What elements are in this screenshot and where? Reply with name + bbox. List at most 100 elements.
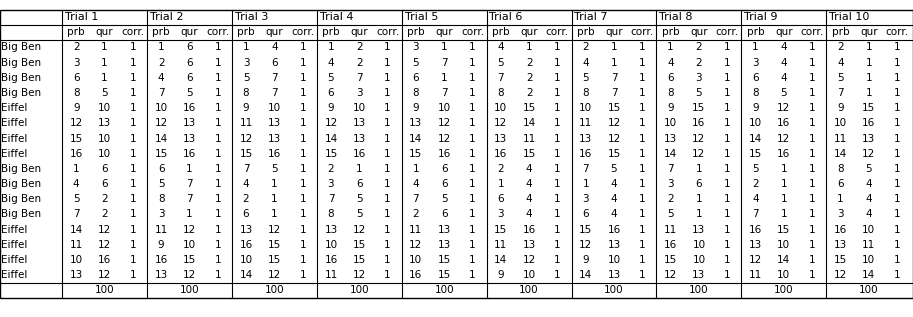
- Text: 14: 14: [154, 133, 168, 144]
- Text: 1: 1: [469, 225, 476, 235]
- Text: 6: 6: [243, 210, 249, 219]
- Text: Big Ben: Big Ben: [1, 73, 41, 83]
- Text: 2: 2: [101, 210, 108, 219]
- Text: 15: 15: [239, 149, 253, 159]
- Text: 6: 6: [582, 210, 589, 219]
- Text: 15: 15: [324, 149, 338, 159]
- Text: 1: 1: [667, 42, 674, 53]
- Text: 1: 1: [837, 194, 844, 204]
- Text: 11: 11: [862, 240, 876, 250]
- Text: 7: 7: [243, 164, 249, 174]
- Text: 1: 1: [554, 149, 561, 159]
- Text: 3: 3: [356, 88, 362, 98]
- Text: 1: 1: [582, 179, 589, 189]
- Text: 6: 6: [101, 164, 108, 174]
- Text: 2: 2: [526, 88, 532, 98]
- Text: 1: 1: [639, 225, 645, 235]
- Text: 16: 16: [494, 149, 508, 159]
- Text: 11: 11: [69, 240, 83, 250]
- Text: corr.: corr.: [206, 27, 229, 37]
- Text: 12: 12: [409, 240, 423, 250]
- Text: 15: 15: [268, 240, 281, 250]
- Text: Trial 3: Trial 3: [235, 12, 268, 22]
- Text: 12: 12: [862, 149, 876, 159]
- Text: 2: 2: [243, 194, 249, 204]
- Text: 1: 1: [384, 118, 391, 128]
- Text: 1: 1: [809, 270, 815, 280]
- Text: 1: 1: [809, 164, 815, 174]
- Text: 14: 14: [522, 118, 536, 128]
- Text: 4: 4: [667, 58, 674, 68]
- Text: 1: 1: [299, 179, 306, 189]
- Text: qur: qur: [775, 27, 792, 37]
- Text: 1: 1: [554, 194, 561, 204]
- Text: 100: 100: [774, 285, 793, 295]
- Text: 1: 1: [130, 58, 136, 68]
- Text: 1: 1: [554, 103, 561, 113]
- Text: 3: 3: [243, 58, 249, 68]
- Text: 5: 5: [611, 164, 617, 174]
- Text: 1: 1: [384, 133, 391, 144]
- Text: 12: 12: [664, 270, 677, 280]
- Text: 1: 1: [724, 73, 730, 83]
- Text: 1: 1: [894, 73, 900, 83]
- Text: 7: 7: [328, 194, 334, 204]
- Text: 15: 15: [352, 255, 366, 265]
- Text: 1: 1: [639, 194, 645, 204]
- Text: corr.: corr.: [376, 27, 399, 37]
- Text: 1: 1: [639, 73, 645, 83]
- Text: 11: 11: [324, 270, 338, 280]
- Text: 16: 16: [749, 225, 762, 235]
- Text: 100: 100: [95, 285, 114, 295]
- Text: 2: 2: [526, 73, 532, 83]
- Text: 10: 10: [98, 133, 111, 144]
- Text: 1: 1: [384, 179, 391, 189]
- Text: 1: 1: [781, 164, 787, 174]
- Text: 13: 13: [352, 133, 366, 144]
- Text: 9: 9: [328, 103, 334, 113]
- Text: 10: 10: [409, 255, 423, 265]
- Text: 1: 1: [130, 88, 136, 98]
- Text: 1: 1: [299, 73, 306, 83]
- Text: Eiffel: Eiffel: [1, 118, 27, 128]
- Text: 16: 16: [324, 255, 338, 265]
- Text: 6: 6: [837, 179, 844, 189]
- Text: 1: 1: [413, 164, 419, 174]
- Text: 1: 1: [101, 58, 108, 68]
- Text: 10: 10: [268, 103, 281, 113]
- Text: 1: 1: [696, 210, 702, 219]
- Text: 4: 4: [158, 73, 164, 83]
- Text: 7: 7: [441, 88, 447, 98]
- Text: 1: 1: [469, 164, 476, 174]
- Text: 15: 15: [494, 225, 508, 235]
- Text: 100: 100: [180, 285, 199, 295]
- Text: 2: 2: [837, 42, 844, 53]
- Text: 2: 2: [328, 164, 334, 174]
- Text: corr.: corr.: [461, 27, 484, 37]
- Text: 1: 1: [809, 73, 815, 83]
- Text: 1: 1: [215, 225, 221, 235]
- Text: 1: 1: [554, 270, 561, 280]
- Text: 13: 13: [862, 133, 876, 144]
- Text: 2: 2: [526, 58, 532, 68]
- Text: 6: 6: [101, 179, 108, 189]
- Text: 3: 3: [752, 58, 759, 68]
- Text: Trial 10: Trial 10: [829, 12, 869, 22]
- Text: 10: 10: [239, 255, 253, 265]
- Text: 1: 1: [469, 270, 476, 280]
- Text: 1: 1: [724, 42, 730, 53]
- Text: 12: 12: [494, 118, 508, 128]
- Text: 2: 2: [356, 58, 362, 68]
- Text: 1: 1: [554, 42, 561, 53]
- Text: 5: 5: [498, 58, 504, 68]
- Text: 3: 3: [837, 210, 844, 219]
- Text: 7: 7: [611, 73, 617, 83]
- Text: 1: 1: [894, 210, 900, 219]
- Text: 13: 13: [749, 240, 762, 250]
- Text: 1: 1: [639, 255, 645, 265]
- Text: 1: 1: [724, 164, 730, 174]
- Text: 8: 8: [667, 88, 674, 98]
- Text: 7: 7: [752, 210, 759, 219]
- Text: Big Ben: Big Ben: [1, 210, 41, 219]
- Text: 1: 1: [639, 240, 645, 250]
